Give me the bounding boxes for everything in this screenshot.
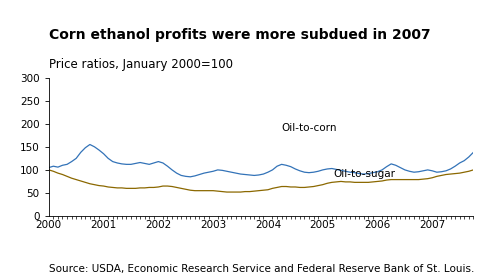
Text: Source: USDA, Economic Research Service and Federal Reserve Bank of St. Louis.: Source: USDA, Economic Research Service … [49, 264, 474, 274]
Text: Corn ethanol profits were more subdued in 2007: Corn ethanol profits were more subdued i… [49, 28, 430, 42]
Text: Oil-to-sugar: Oil-to-sugar [334, 169, 396, 179]
Text: Oil-to-corn: Oil-to-corn [282, 123, 337, 133]
Text: Price ratios, January 2000=100: Price ratios, January 2000=100 [49, 58, 233, 71]
